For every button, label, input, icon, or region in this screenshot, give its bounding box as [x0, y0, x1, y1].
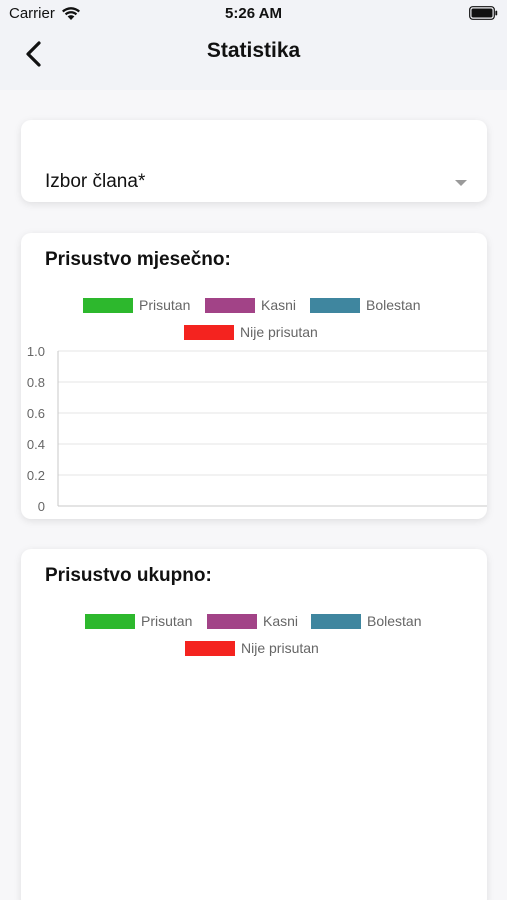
clock: 5:26 AM	[225, 5, 282, 22]
legend-swatch	[184, 325, 234, 340]
total-pie-chart	[21, 669, 487, 899]
legend-label: Nije prisutan	[241, 640, 319, 656]
back-button[interactable]	[18, 36, 54, 72]
legend-swatch	[311, 614, 361, 629]
caret-down-icon	[455, 180, 467, 186]
chevron-left-icon	[26, 41, 41, 67]
y-tick-label: 0	[38, 499, 45, 514]
legend-label: Bolestan	[366, 297, 421, 313]
legend-swatch	[83, 298, 133, 313]
wifi-icon	[62, 7, 80, 20]
page-title: Statistika	[206, 39, 301, 62]
member-select[interactable]: Izbor člana*	[21, 120, 487, 202]
carrier-label: Carrier	[9, 5, 55, 22]
legend-swatch	[205, 298, 255, 313]
legend-swatch	[85, 614, 135, 629]
legend-swatch	[185, 641, 235, 656]
monthly-attendance-title: Prisustvo mjesečno:	[45, 249, 231, 270]
total-attendance-card: Prisustvo ukupno: Prisutan Kasni Bolesta…	[21, 549, 487, 900]
total-attendance-title: Prisustvo ukupno:	[45, 565, 212, 586]
battery-icon	[469, 6, 498, 20]
legend-label: Kasni	[263, 613, 299, 629]
legend-label: Nije prisutan	[240, 324, 318, 340]
legend-swatch	[207, 614, 257, 629]
legend-label: Prisutan	[141, 613, 193, 629]
status-bar: Carrier 5:26 AM	[0, 0, 507, 26]
member-select-label: Izbor člana*	[45, 171, 146, 192]
monthly-bar-chart: 1.0 0.8 0.6 0.4 0.2 0	[27, 344, 487, 514]
legend-swatch	[310, 298, 360, 313]
legend-label: Bolestan	[367, 613, 422, 629]
y-tick-label: 1.0	[27, 344, 45, 359]
monthly-attendance-card: Prisustvo mjesečno: Prisutan Kasni Boles…	[21, 233, 487, 519]
y-tick-label: 0.4	[27, 437, 45, 452]
y-tick-label: 0.6	[27, 406, 45, 421]
y-tick-label: 0.2	[27, 468, 45, 483]
legend-label: Kasni	[261, 297, 297, 313]
navigation-bar: Statistika	[0, 26, 507, 90]
legend-label: Prisutan	[139, 297, 191, 313]
y-tick-label: 0.8	[27, 375, 45, 390]
